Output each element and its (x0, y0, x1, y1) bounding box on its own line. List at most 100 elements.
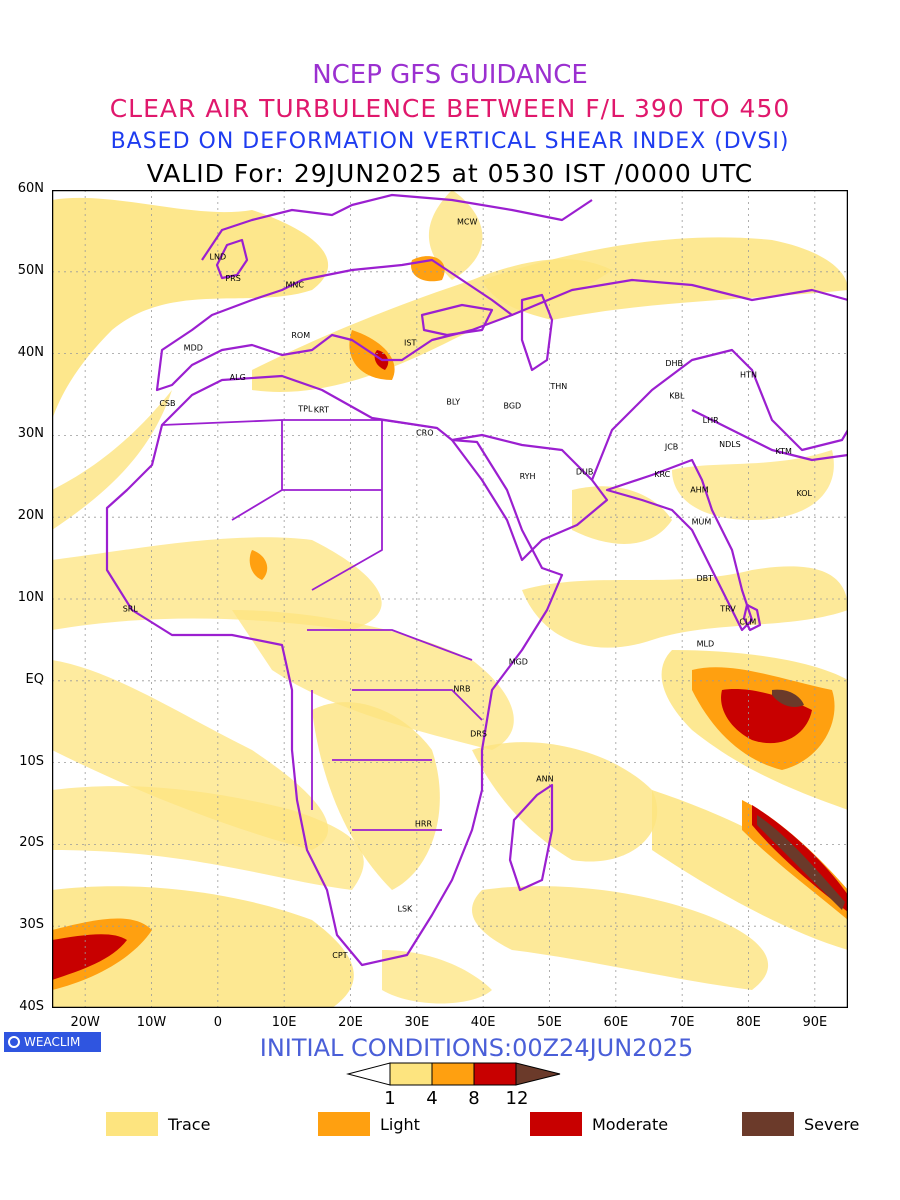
trace-area (52, 786, 364, 890)
station-label-mnc: MNC (286, 280, 305, 289)
station-label-mgd: MGD (509, 657, 528, 666)
arabia-outline (450, 433, 609, 562)
trace-area (52, 886, 354, 1008)
station-label-bgd: BGD (503, 401, 521, 410)
title-line-3: BASED ON DEFORMATION VERTICAL SHEAR INDE… (110, 129, 790, 154)
legend-swatch-severe (742, 1112, 794, 1136)
station-label-ann: ANN (536, 774, 553, 783)
northern-europe-outline (201, 193, 593, 261)
station-label-alg: ALG (230, 373, 246, 382)
legend-swatch-trace (106, 1112, 158, 1136)
station-label-cro: CRO (416, 428, 433, 437)
trace-area (52, 537, 382, 630)
sri-lanka-outline (742, 603, 762, 632)
station-label-lnd: LND (210, 253, 227, 262)
trace-area (52, 197, 329, 420)
station-label-hrr: HRR (415, 819, 433, 828)
weaclim-badge: WEACLIM (4, 1032, 101, 1052)
trace-area (472, 886, 769, 990)
latitude-label: 40N (17, 344, 44, 360)
light-area (249, 550, 268, 580)
africa-borders (161, 419, 483, 831)
latitude-label: 50N (17, 262, 44, 278)
longitude-label: 10E (271, 1015, 297, 1030)
station-label-cpt: CPT (332, 951, 347, 960)
station-label-dub: DUB (576, 468, 594, 477)
station-label-nrb: NRB (453, 684, 470, 693)
station-label-tpl: TPL (297, 405, 313, 414)
initial-conditions: INITIAL CONDITIONS:00Z24JUN2025 (259, 1034, 694, 1062)
latitude-label: 20S (19, 835, 44, 851)
longitude-label: 10W (136, 1015, 167, 1030)
legend-swatch-light (318, 1112, 370, 1136)
trace-area (232, 610, 514, 750)
longitude-label: 70E (669, 1015, 695, 1030)
central-asia-outline (511, 278, 848, 317)
map-frame (52, 190, 848, 1008)
station-label-kbl: KBL (669, 392, 685, 401)
station-label-dhb: DHB (665, 359, 683, 368)
longitude-label: 60E (603, 1015, 629, 1030)
legend-label-trace: Trace (168, 1115, 211, 1134)
legend-label-severe: Severe (804, 1115, 860, 1134)
colorbar-low-arrow (346, 1062, 391, 1086)
colorbar (346, 1062, 561, 1086)
colorbar-light (431, 1062, 475, 1086)
station-label-srl: SRL (123, 604, 139, 613)
station-label-ktm: KTM (775, 447, 792, 456)
station-labels: MCW LND PRS MNC ROM MDD IST ALG CSB TPL KRT BLY CRO B… (123, 217, 813, 960)
south-asia-outline (605, 458, 754, 632)
title-line-1: NCEP GFS GUIDANCE (312, 60, 588, 90)
latitude-label: 40S (19, 999, 44, 1014)
longitude-label: 80E (736, 1015, 761, 1030)
colorbar-trace (389, 1062, 433, 1086)
latitude-label: 60N (17, 181, 44, 196)
trace-area (652, 790, 848, 950)
legend-swatch-moderate (530, 1112, 582, 1136)
latitude-label: 10S (19, 753, 44, 769)
station-label-krc: KRC (654, 470, 670, 479)
latitude-label: EQ (25, 671, 44, 687)
station-label-ist: IST (404, 338, 416, 347)
title-line-2: CLEAR AIR TURBULENCE BETWEEN F/L 390 TO … (109, 94, 791, 123)
longitude-label: 0 (213, 1015, 222, 1030)
station-label-jcb: JCB (664, 442, 678, 451)
station-label-lhr: LHR (703, 416, 719, 425)
longitude-label: 20W (70, 1015, 100, 1030)
station-label-trv: TRV (719, 604, 736, 613)
severe-area (757, 815, 845, 910)
station-label-ryh: RYH (520, 472, 536, 481)
turbulence-shading (52, 190, 848, 1008)
africa-outline (105, 374, 564, 967)
weaclim-label: WEACLIM (24, 1035, 81, 1049)
turbulence-map: MCW LND PRS MNC ROM MDD IST ALG CSB TPL KRT BLY CRO B… (52, 190, 848, 1008)
british-isles-outline (215, 238, 249, 280)
station-label-dbt: DBT (696, 574, 713, 583)
trace-area (312, 702, 440, 890)
station-label-rom: ROM (291, 331, 310, 340)
asia-outline (590, 348, 848, 481)
coastline-boundaries (105, 193, 848, 967)
title-valid-time: VALID For: 29JUN2025 at 0530 IST /0000 U… (146, 159, 754, 188)
station-label-clm: CLM (739, 617, 756, 626)
trace-area (672, 450, 834, 520)
latitude-label: 30N (17, 426, 44, 442)
europe-outline (155, 258, 514, 392)
station-label-htn: HTN (740, 370, 757, 379)
station-label-kol: KOL (796, 489, 812, 498)
colorbar-tick: 12 (505, 1088, 529, 1109)
longitude-label: 30E (404, 1015, 430, 1030)
station-label-drs: DRS (470, 729, 487, 738)
madagascar-outline (508, 783, 554, 892)
legend-label-light: Light (380, 1115, 420, 1134)
longitude-label: 50E (537, 1015, 562, 1030)
colorbar-moderate (473, 1062, 517, 1086)
black-sea-outline (420, 303, 494, 337)
longitude-label: 40E (470, 1015, 496, 1030)
station-label-bly: BLY (446, 397, 460, 406)
station-label-lsk: LSK (398, 904, 414, 913)
station-label-ahm: AHM (690, 486, 708, 495)
moderate-area (52, 934, 127, 980)
trace-area (482, 237, 848, 320)
station-label-mld: MLD (697, 639, 715, 648)
